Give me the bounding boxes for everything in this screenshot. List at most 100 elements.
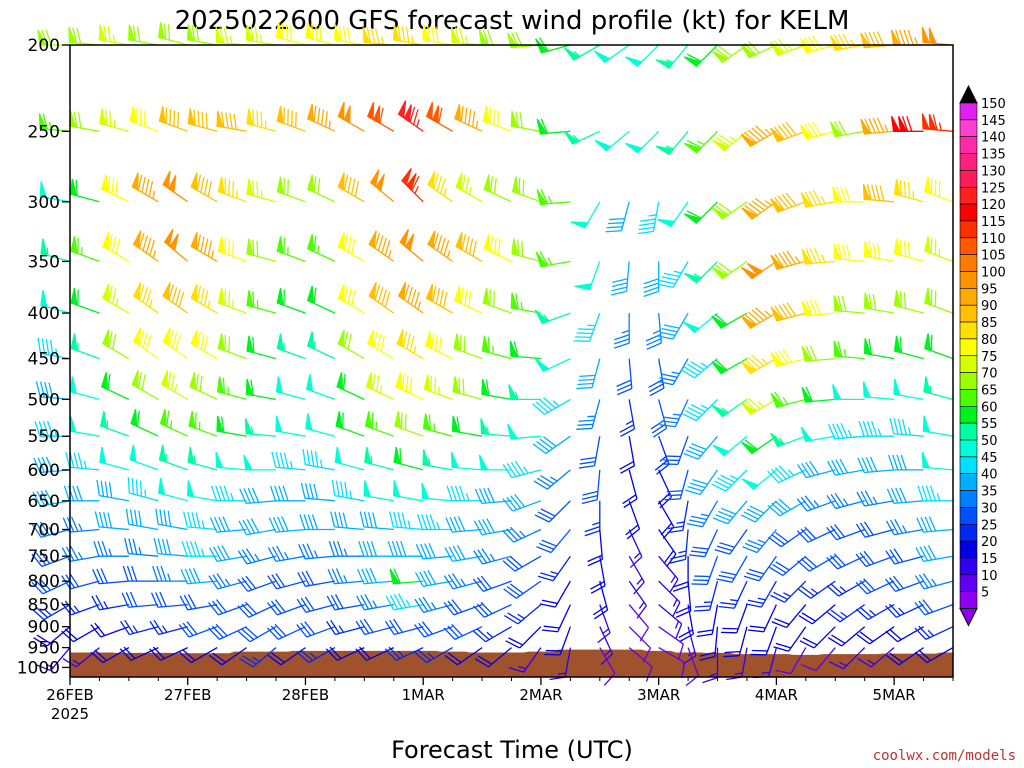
wind-barb (711, 44, 748, 64)
wind-barb (474, 487, 512, 505)
wind-barb (153, 538, 188, 557)
wind-barb (421, 482, 453, 502)
wind-barb (31, 550, 71, 568)
wind-barb (451, 415, 483, 437)
wind-barb (444, 545, 483, 563)
colorbar-label: 105 (981, 249, 1006, 264)
wind-barb (149, 646, 188, 661)
wind-barb (306, 174, 336, 203)
wind-barb (389, 568, 424, 585)
wind-barb (770, 348, 806, 368)
wind-barb (628, 604, 650, 642)
wind-barb (914, 647, 954, 664)
wind-barb (833, 340, 865, 360)
wind-barbs (31, 22, 954, 687)
wind-barb (683, 260, 718, 284)
wind-barb (741, 435, 777, 455)
wind-barb (158, 444, 188, 471)
wind-barb (480, 418, 512, 437)
wind-barb (60, 600, 100, 616)
wind-barb (855, 550, 895, 568)
colorbar-label: 25 (981, 518, 998, 533)
wind-barb (658, 604, 683, 639)
wind-barb (267, 573, 306, 590)
wind-barb (99, 411, 130, 437)
wind-barb (893, 290, 924, 314)
wind-barb (158, 22, 188, 46)
wind-barb (507, 423, 541, 440)
wind-barb (573, 312, 601, 342)
wind-barb (69, 110, 100, 132)
wind-barb (743, 555, 777, 582)
wind-barb (511, 176, 542, 203)
wind-barb (160, 370, 189, 400)
wind-barb (502, 460, 542, 479)
x-tick-label: 27FEB (164, 686, 211, 704)
colorbar-swatch (959, 490, 978, 508)
wind-barb (481, 378, 512, 401)
wind-barb (132, 327, 159, 360)
wind-barb (767, 465, 807, 484)
wind-barb (299, 514, 335, 531)
wind-barb (683, 44, 718, 68)
colorbar-swatch (959, 473, 978, 491)
wind-barb (128, 24, 159, 46)
wind-barb (239, 647, 277, 668)
colorbar-swatch (959, 102, 978, 121)
y-tick-label: 400 (28, 304, 60, 324)
colorbar-label: 110 (981, 232, 1006, 247)
wind-barb (98, 24, 130, 46)
wind-barb (689, 529, 719, 558)
wind-barb (509, 340, 541, 360)
wind-barb (155, 508, 188, 531)
wind-barb (69, 376, 100, 401)
colorbar-label: 15 (981, 552, 998, 567)
wind-barb (276, 333, 306, 360)
wind-barb (771, 604, 807, 629)
wind-barb (452, 376, 483, 401)
wind-barb (188, 411, 218, 437)
wind-barb (269, 485, 306, 502)
wind-barb (860, 117, 895, 135)
wind-barb (453, 333, 483, 360)
colorbar-swatch (959, 220, 978, 239)
wind-barb (740, 500, 777, 523)
wind-barb (833, 243, 865, 263)
wind-barb (99, 446, 130, 471)
wind-barb (187, 108, 218, 132)
wind-barb (564, 44, 601, 61)
colorbar-swatch (959, 591, 978, 609)
wind-barb (541, 604, 571, 633)
wind-barb (275, 376, 306, 401)
wind-barb (770, 391, 806, 408)
wind-barb (132, 282, 159, 314)
wind-barb (369, 169, 395, 203)
wind-barb (856, 490, 895, 507)
colorbar-swatch (959, 523, 978, 542)
wind-barb (210, 485, 247, 502)
wind-barb (267, 545, 306, 563)
wind-barb (40, 290, 71, 314)
wind-barb (215, 451, 247, 471)
wind-barb (504, 604, 542, 625)
wind-barb (593, 44, 630, 64)
wind-barb (686, 500, 719, 528)
colorbar-label: 80 (981, 333, 998, 348)
colorbar-label: 140 (981, 131, 1006, 146)
wind-barb (922, 415, 954, 437)
wind-barb (99, 108, 130, 132)
wind-barb (70, 333, 100, 360)
wind-barb (745, 580, 777, 608)
y-tick-label: 950 (28, 639, 60, 659)
wind-barb (31, 578, 71, 595)
wind-barb (473, 548, 512, 565)
wind-barb (655, 130, 689, 156)
wind-barb (401, 168, 424, 203)
wind-barb (392, 480, 424, 502)
y-tick-label: 700 (28, 521, 60, 541)
wind-barb (216, 376, 247, 401)
x-tick-label: 4MAR (755, 686, 798, 704)
wind-barb (276, 106, 306, 132)
x-tick-label: 5MAR (873, 686, 916, 704)
wind-barb (216, 110, 247, 132)
